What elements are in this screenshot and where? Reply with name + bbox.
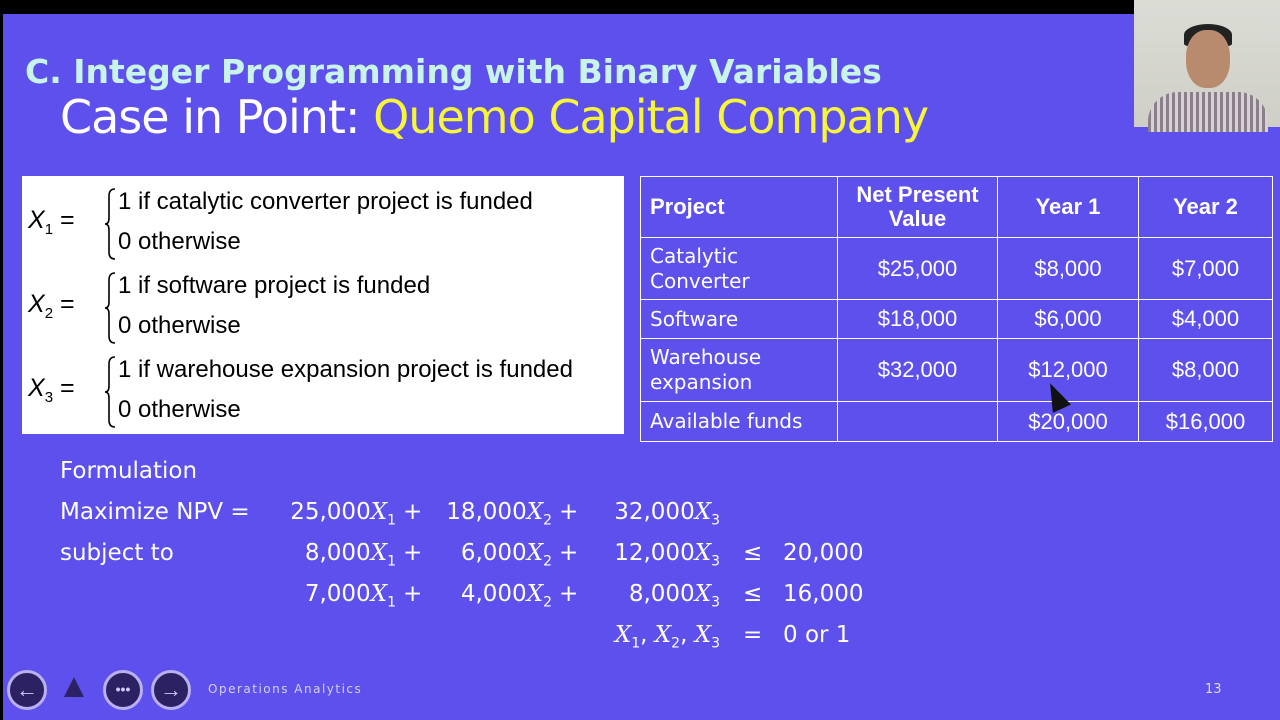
table-cell: $25,000 — [837, 237, 998, 300]
variable-symbol: X3 = — [28, 374, 75, 406]
definition-case-2: 0 otherwise — [118, 312, 241, 339]
objective-label: Maximize NPV = — [60, 499, 250, 525]
term-x1: 8,000X1 — [304, 540, 396, 570]
rhs-value: 16,000 — [783, 581, 864, 607]
plus-sign: + — [559, 499, 579, 525]
plus-sign: + — [403, 540, 423, 566]
plus-sign: + — [559, 581, 579, 607]
table-header-row: Project Net Present Value Year 1 Year 2 — [640, 176, 1273, 238]
subject-to-label: subject to — [60, 540, 174, 566]
plus-sign: + — [559, 540, 579, 566]
term-x3: 8,000X3 — [628, 581, 720, 611]
table-cell: $4,000 — [1138, 299, 1273, 339]
table-cell: Available funds — [640, 401, 838, 442]
table-cell: $6,000 — [997, 299, 1139, 339]
term-x2: 6,000X2 — [460, 540, 552, 570]
rhs-value: 20,000 — [783, 540, 864, 566]
col-header: Year 2 — [1138, 176, 1273, 238]
col-header: Project — [640, 176, 838, 238]
term-x2: 4,000X2 — [460, 581, 552, 611]
company-name: Quemo Capital Company — [373, 90, 929, 144]
slide-title: Case in Point: Quemo Capital Company — [60, 90, 929, 144]
previous-slide-button[interactable]: ← — [7, 670, 47, 710]
table-cell: $7,000 — [1138, 237, 1273, 300]
brace-icon — [104, 188, 116, 260]
table-cell: Software — [640, 299, 838, 339]
brace-icon — [104, 356, 116, 428]
table-row: Software $18,000 $6,000 $4,000 — [640, 299, 1273, 339]
col-header: Net Present Value — [837, 176, 998, 238]
title-prefix: Case in Point: — [60, 90, 374, 144]
plus-sign: + — [403, 499, 423, 525]
col-header: Year 1 — [997, 176, 1139, 238]
equals-sign: = — [743, 622, 763, 648]
table-row: Available funds $20,000 $16,000 — [640, 401, 1273, 442]
variable-symbol: X2 = — [28, 290, 75, 322]
definition-case-1: 1 if software project is funded — [118, 272, 431, 299]
table-cell: Catalytic Converter — [640, 237, 838, 300]
term-x3: 32,000X3 — [614, 499, 720, 529]
next-slide-button[interactable]: → — [151, 670, 191, 710]
table-cell: Warehouse expansion — [640, 338, 838, 402]
definition-case-1: 1 if warehouse expansion project is fund… — [118, 356, 573, 383]
table-row: Catalytic Converter $25,000 $8,000 $7,000 — [640, 237, 1273, 300]
brace-icon — [104, 272, 116, 344]
table-cell: $16,000 — [1138, 401, 1273, 442]
term-x1: 7,000X1 — [304, 581, 396, 611]
table-cell: $20,000 — [997, 401, 1139, 442]
table-cell: $12,000 — [997, 338, 1139, 402]
term-x3: 12,000X3 — [614, 540, 720, 570]
table-cell: $8,000 — [1138, 338, 1273, 402]
slide: C. Integer Programming with Binary Varia… — [3, 0, 1280, 720]
variable-symbol: X1 = — [28, 206, 75, 238]
definition-case-2: 0 otherwise — [118, 396, 241, 423]
table-row: Warehouse expansion $32,000 $12,000 $8,000 — [640, 338, 1273, 402]
page-number: 13 — [1205, 682, 1222, 697]
table-cell: $18,000 — [837, 299, 998, 339]
binary-domain: 0 or 1 — [783, 622, 851, 648]
formulation-heading: Formulation — [60, 458, 198, 484]
table-cell: $32,000 — [837, 338, 998, 402]
leq-sign: ≤ — [743, 581, 763, 607]
section-title: C. Integer Programming with Binary Varia… — [25, 52, 882, 91]
footer-text: Operations Analytics — [208, 682, 363, 696]
leq-sign: ≤ — [743, 540, 763, 566]
pointer-tool-icon[interactable]: ▲ — [57, 667, 91, 705]
binary-variables: X1, X2, X3 — [614, 622, 720, 652]
project-table: Project Net Present Value Year 1 Year 2 … — [640, 176, 1273, 442]
term-x1: 25,000X1 — [290, 499, 396, 529]
definition-case-1: 1 if catalytic converter project is fund… — [118, 188, 533, 215]
webcam-video — [1134, 0, 1280, 132]
plus-sign: + — [403, 581, 423, 607]
table-cell: $8,000 — [997, 237, 1139, 300]
more-options-button[interactable]: ••• — [103, 670, 143, 710]
table-cell — [837, 401, 998, 442]
variable-definitions: X1 = 1 if catalytic converter project is… — [22, 176, 624, 434]
definition-case-2: 0 otherwise — [118, 228, 241, 255]
term-x2: 18,000X2 — [446, 499, 552, 529]
